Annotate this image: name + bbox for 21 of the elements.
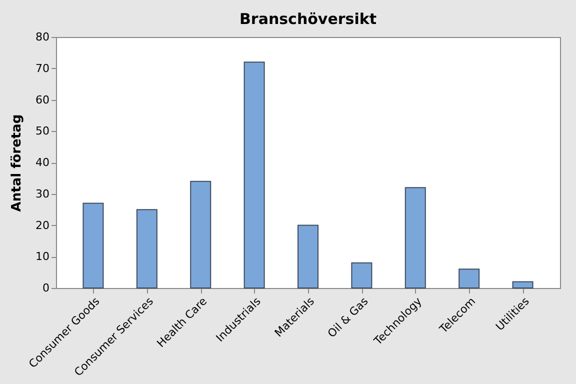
bar — [136, 209, 158, 288]
chart-title: Branschöversikt — [240, 10, 376, 28]
y-tick-label: 20 — [36, 218, 50, 232]
y-tick-label: 40 — [36, 156, 50, 169]
bar — [512, 281, 534, 288]
x-tick-label: Oil & Gas — [325, 294, 371, 340]
bar — [190, 180, 212, 288]
bar — [458, 268, 480, 288]
bar — [244, 62, 265, 288]
bar — [351, 262, 372, 288]
y-tick-label: 50 — [36, 124, 50, 138]
y-tick-label: 0 — [42, 282, 50, 294]
bar — [298, 224, 318, 288]
y-tick-label: 80 — [36, 30, 50, 44]
bar — [404, 187, 426, 288]
y-tick-label: 10 — [36, 250, 50, 264]
y-tick-label: 70 — [36, 62, 50, 75]
y-tick-label: 30 — [36, 187, 50, 200]
y-tick-label: 60 — [36, 93, 50, 106]
bar — [82, 202, 104, 288]
y-axis-title: Antal företag — [10, 114, 25, 212]
